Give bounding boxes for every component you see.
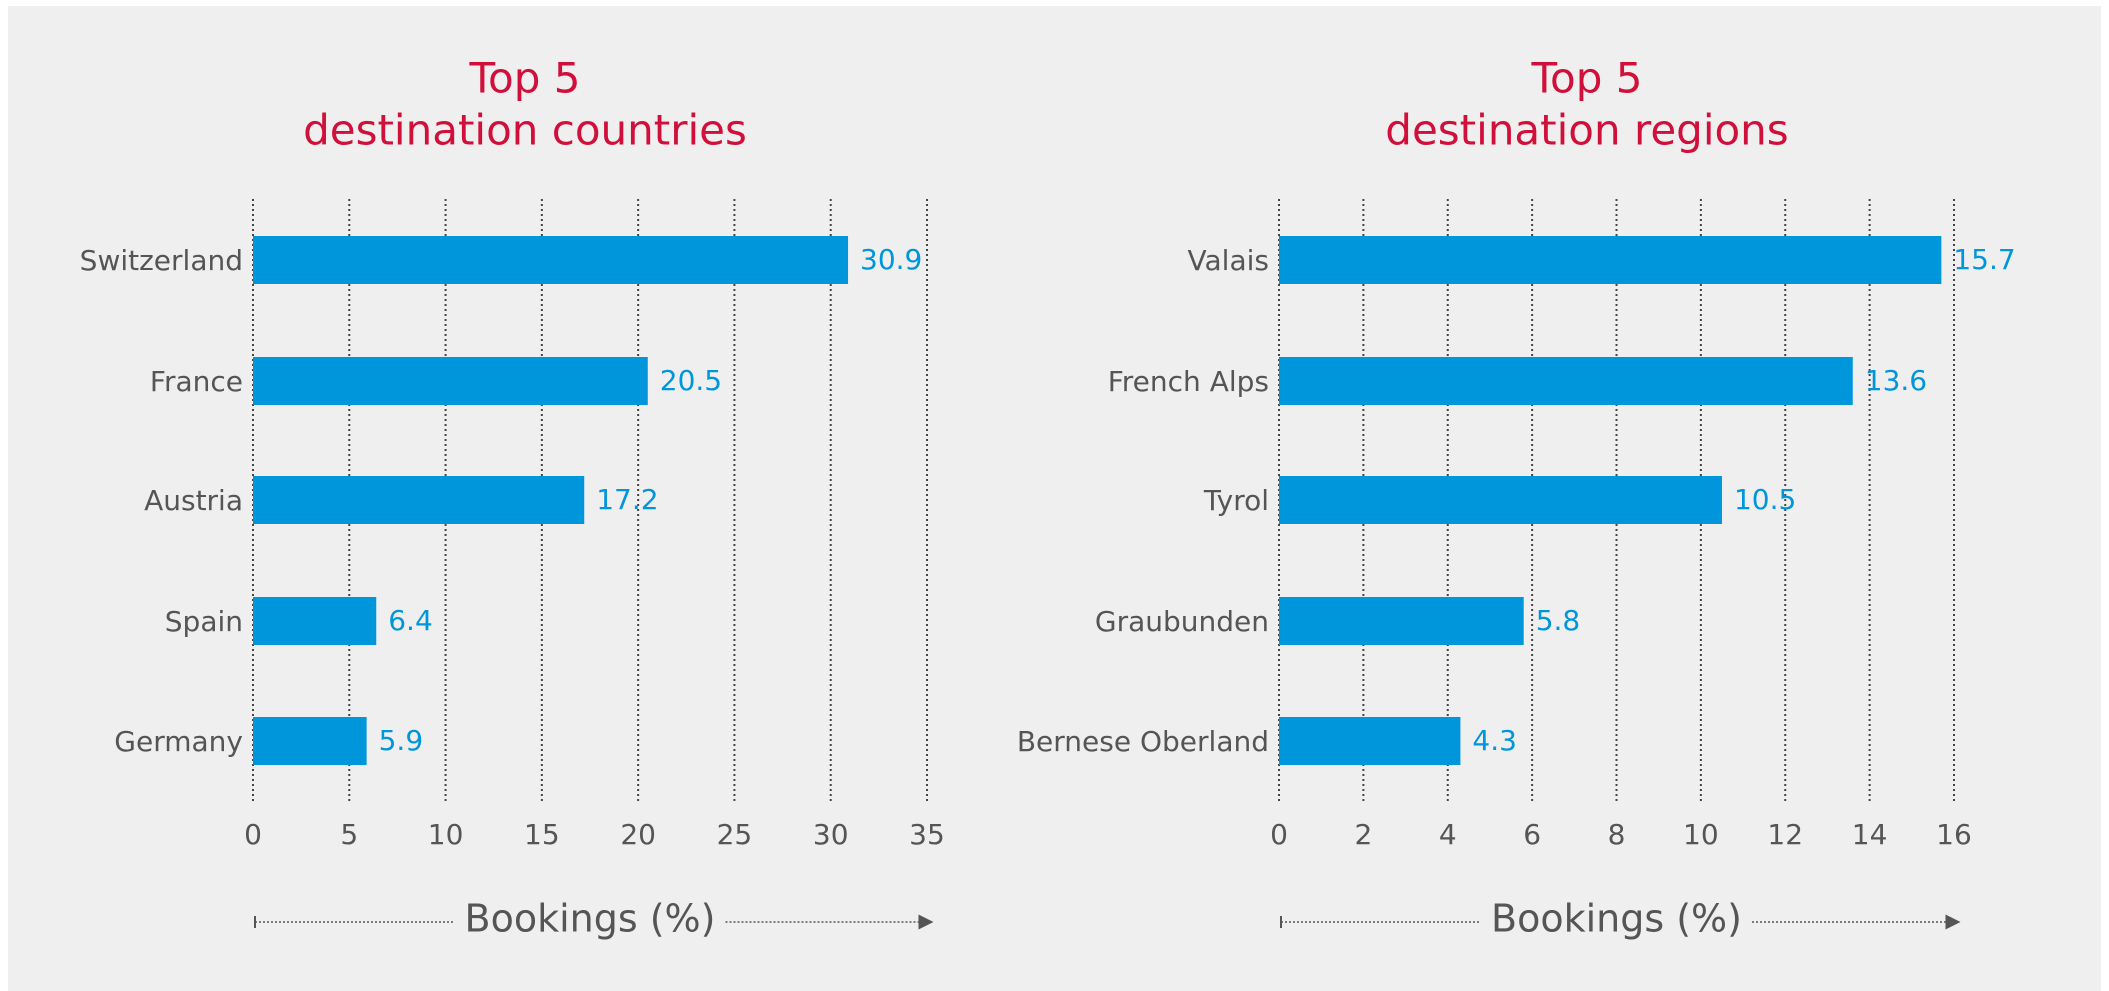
x-tick-label: 5	[340, 818, 358, 851]
category-label: Spain	[165, 605, 243, 638]
category-label: Bernese Oberland	[1017, 725, 1269, 758]
category-label: Germany	[114, 725, 243, 758]
x-tick-label: 2	[1354, 818, 1372, 851]
category-label: Switzerland	[80, 244, 243, 277]
x-tick-label: 8	[1608, 818, 1626, 851]
axis-label: Bookings (%)	[465, 897, 716, 941]
category-label: Valais	[1188, 244, 1269, 277]
bar	[1279, 476, 1722, 524]
bar	[1279, 717, 1461, 765]
value-label: 17.2	[596, 483, 658, 516]
value-label: 15.7	[1953, 243, 2015, 276]
bar	[1279, 597, 1524, 645]
category-label: France	[150, 365, 243, 398]
category-label: French Alps	[1108, 365, 1269, 398]
value-label: 6.4	[388, 604, 433, 637]
bar	[253, 476, 585, 524]
x-tick-label: 20	[620, 818, 656, 851]
x-tick-label: 25	[717, 818, 753, 851]
chart-title: Top 5	[469, 54, 581, 103]
category-label: Tyrol	[1203, 484, 1269, 517]
x-tick-label: 12	[1767, 818, 1803, 851]
bar	[253, 236, 849, 284]
x-tick-label: 10	[428, 818, 464, 851]
value-label: 5.8	[1536, 604, 1581, 637]
value-label: 4.3	[1472, 724, 1517, 757]
category-label: Austria	[144, 484, 243, 517]
x-tick-label: 0	[1270, 818, 1288, 851]
x-tick-label: 6	[1523, 818, 1541, 851]
category-label: Graubunden	[1095, 605, 1269, 638]
bar	[1279, 236, 1942, 284]
value-label: 10.5	[1734, 483, 1796, 516]
chart-title: destination regions	[1385, 106, 1788, 155]
x-tick-label: 16	[1936, 818, 1972, 851]
chart-title: destination countries	[303, 106, 747, 155]
value-label: 13.6	[1865, 364, 1927, 397]
bar	[253, 717, 367, 765]
x-tick-label: 15	[524, 818, 560, 851]
value-label: 20.5	[660, 364, 722, 397]
value-label: 5.9	[379, 724, 424, 757]
x-tick-label: 4	[1439, 818, 1457, 851]
x-tick-label: 35	[909, 818, 945, 851]
bar	[1279, 357, 1853, 405]
bar	[253, 357, 648, 405]
bar	[253, 597, 377, 645]
x-tick-label: 30	[813, 818, 849, 851]
value-label: 30.9	[860, 243, 922, 276]
axis-label: Bookings (%)	[1491, 897, 1742, 941]
x-tick-label: 0	[244, 818, 262, 851]
x-tick-label: 14	[1852, 818, 1888, 851]
chart-title: Top 5	[1531, 54, 1643, 103]
x-tick-label: 10	[1683, 818, 1719, 851]
